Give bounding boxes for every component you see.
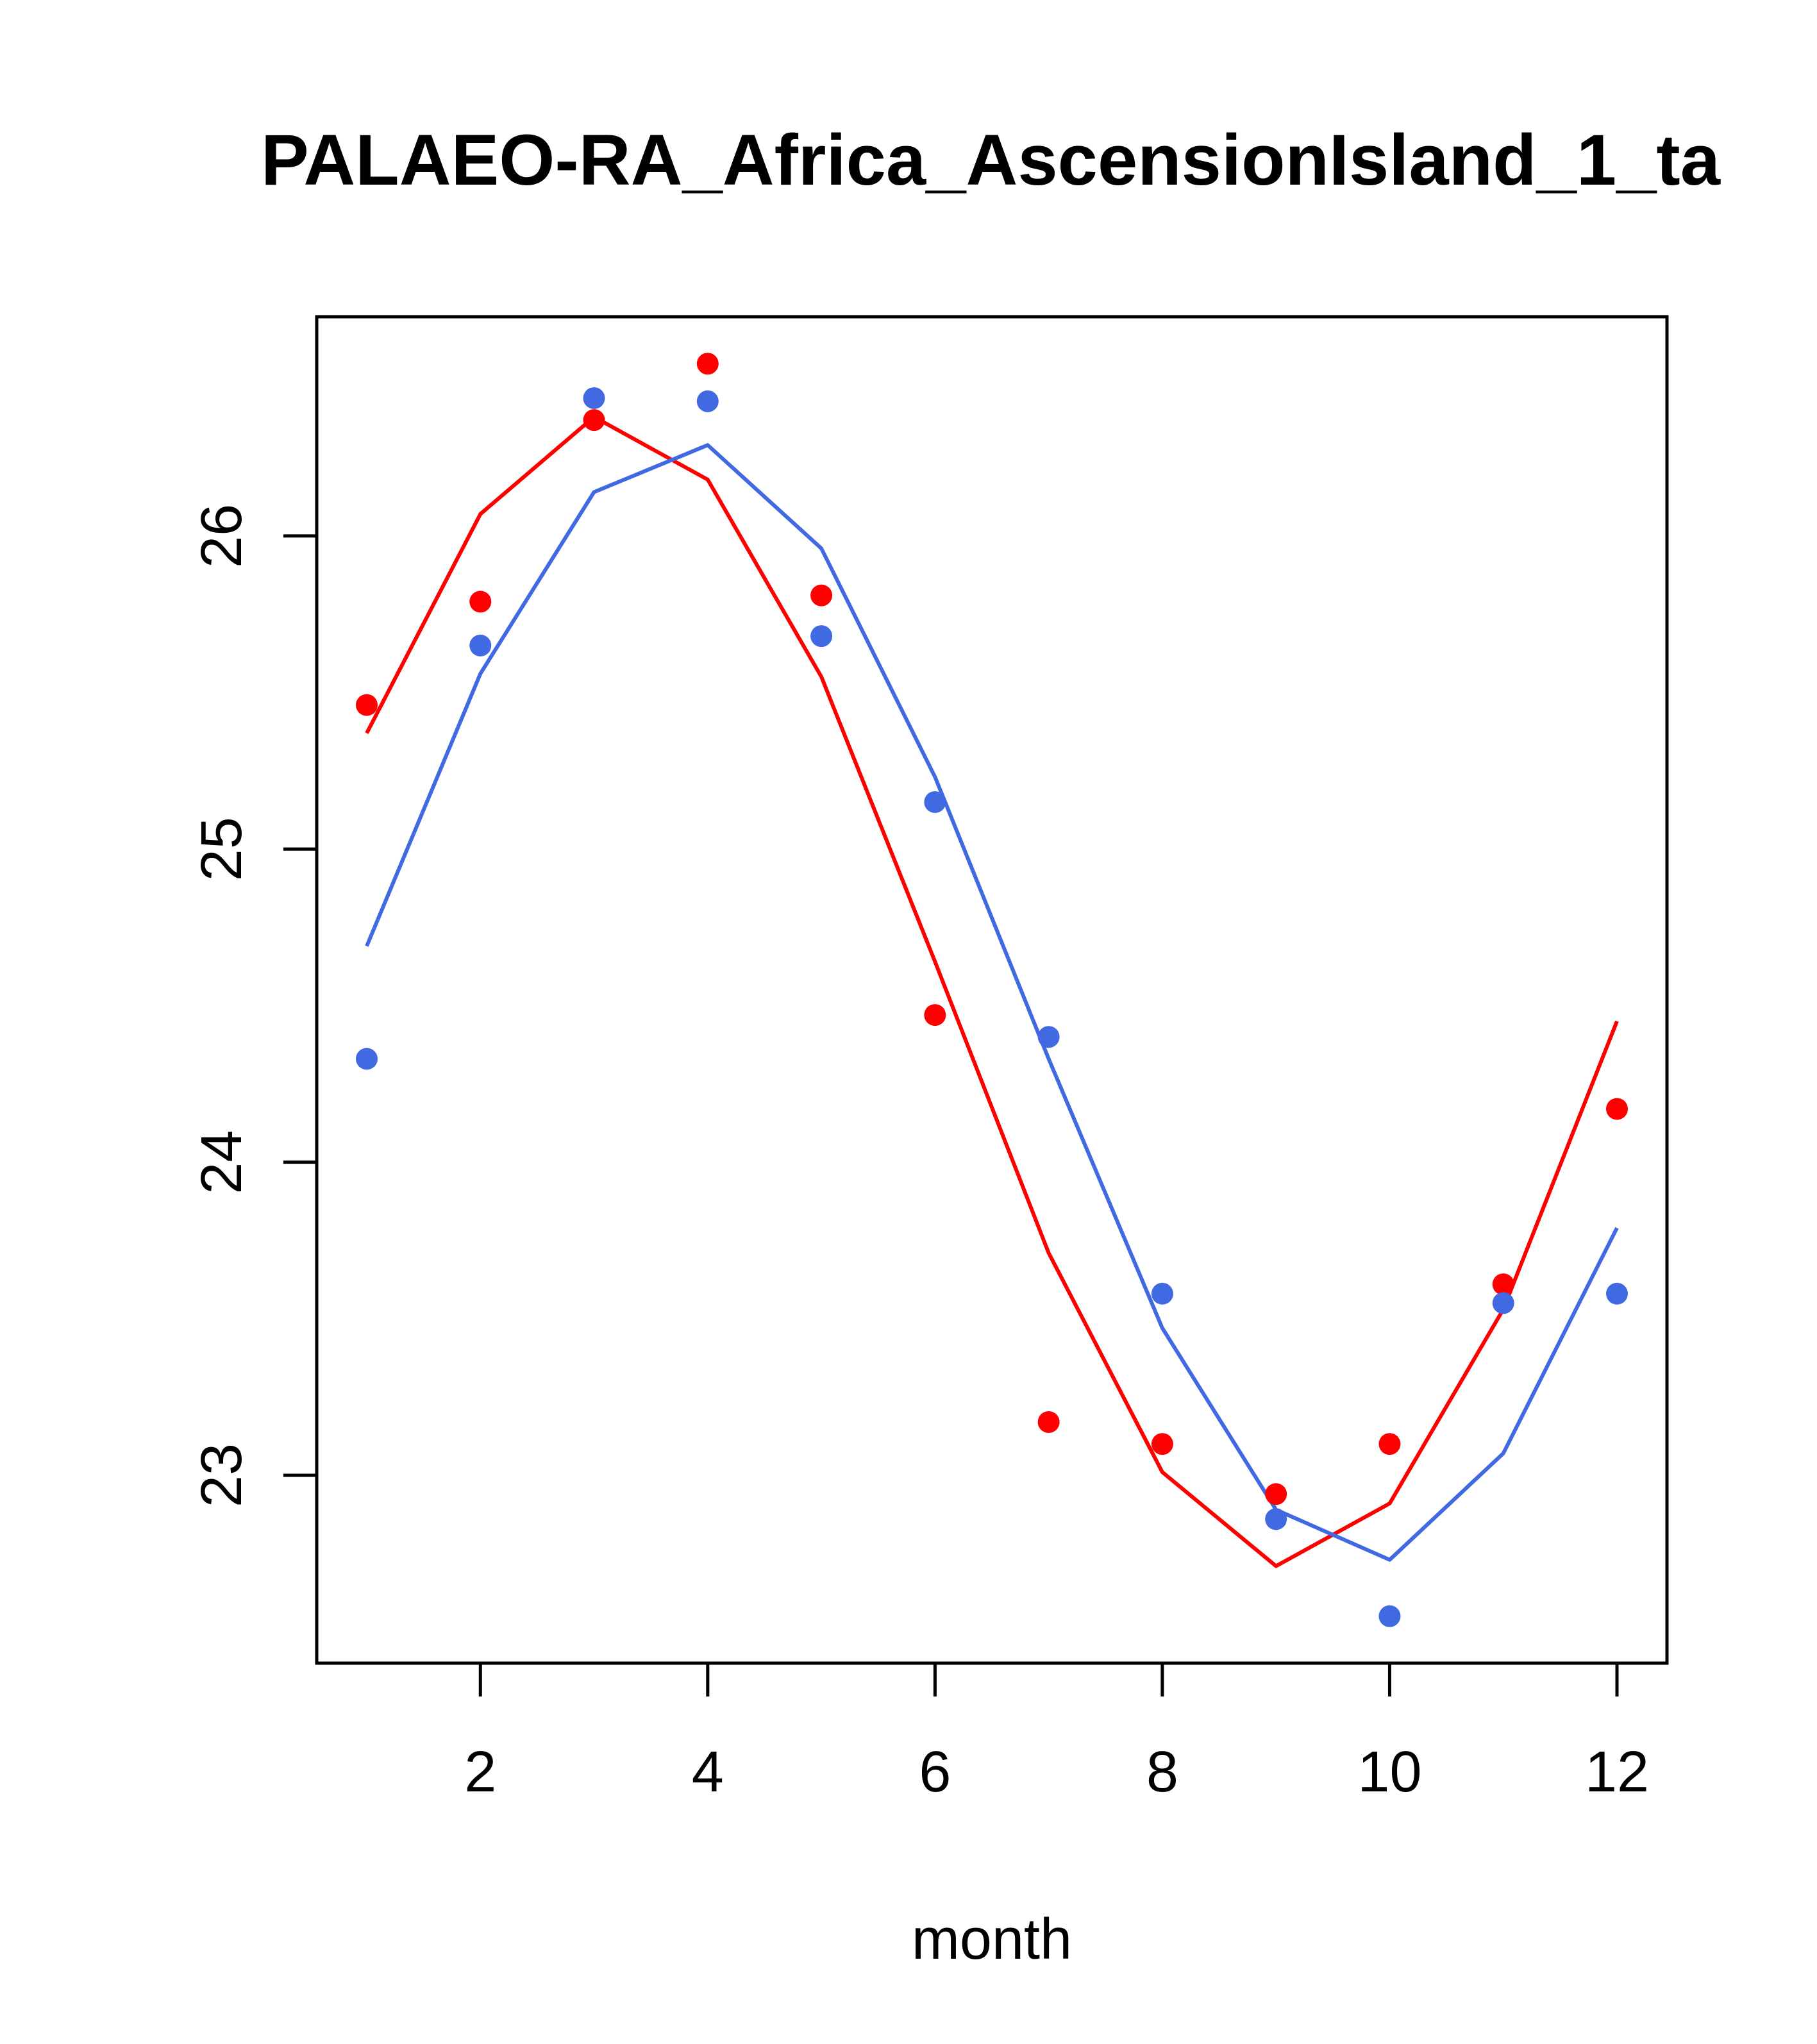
data-point-red-observed (469, 591, 492, 613)
data-point-red-observed (1265, 1483, 1287, 1505)
data-point-blue-observed (1378, 1605, 1401, 1627)
x-axis: 2 4 6 8 10 12 (464, 1661, 1649, 1804)
data-point-blue-observed (1151, 1282, 1173, 1305)
data-point-red-observed (1151, 1433, 1173, 1455)
data-point-blue-observed (469, 634, 492, 657)
x-tick-label: 10 (1357, 1740, 1421, 1804)
data-point-blue-observed (810, 625, 833, 648)
chart-title: PALAEO-RA_Africa_AscensionIsland_1_ta (261, 120, 1721, 200)
y-tick-label: 23 (190, 1443, 254, 1507)
y-tick-label: 25 (190, 817, 254, 881)
data-point-blue-observed (1265, 1508, 1287, 1530)
data-point-red-observed (583, 409, 605, 431)
series-line-red-fit (365, 415, 1619, 1568)
data-point-red-observed (1606, 1098, 1628, 1120)
x-axis-label: month (912, 1907, 1072, 1972)
x-tick-label: 8 (1146, 1740, 1178, 1804)
plot-frame (315, 315, 1669, 1665)
data-point-red-observed (1492, 1273, 1514, 1296)
data-point-red-observed (356, 694, 378, 716)
data-point-red-observed (810, 584, 833, 607)
data-point-blue-observed (356, 1048, 378, 1070)
y-tick-label: 26 (190, 504, 254, 568)
data-point-blue-observed (1606, 1282, 1628, 1305)
y-tick-label: 24 (190, 1130, 254, 1194)
series-line-blue-fit (365, 443, 1619, 1562)
data-point-red-observed (1378, 1433, 1401, 1455)
plot-area (356, 353, 1628, 1627)
x-tick-label: 6 (919, 1740, 951, 1804)
data-point-red-observed (1037, 1411, 1060, 1433)
data-point-blue-observed (1492, 1292, 1514, 1314)
data-point-blue-observed (696, 390, 719, 412)
data-point-red-observed (696, 353, 719, 375)
y-axis: 23 24 25 26 (190, 504, 319, 1507)
data-point-red-observed (924, 1004, 946, 1026)
x-tick-label: 2 (464, 1740, 496, 1804)
x-tick-label: 4 (692, 1740, 724, 1804)
data-point-blue-observed (924, 791, 946, 813)
data-point-blue-observed (583, 387, 605, 409)
data-point-blue-observed (1037, 1026, 1060, 1048)
x-tick-label: 12 (1585, 1740, 1649, 1804)
